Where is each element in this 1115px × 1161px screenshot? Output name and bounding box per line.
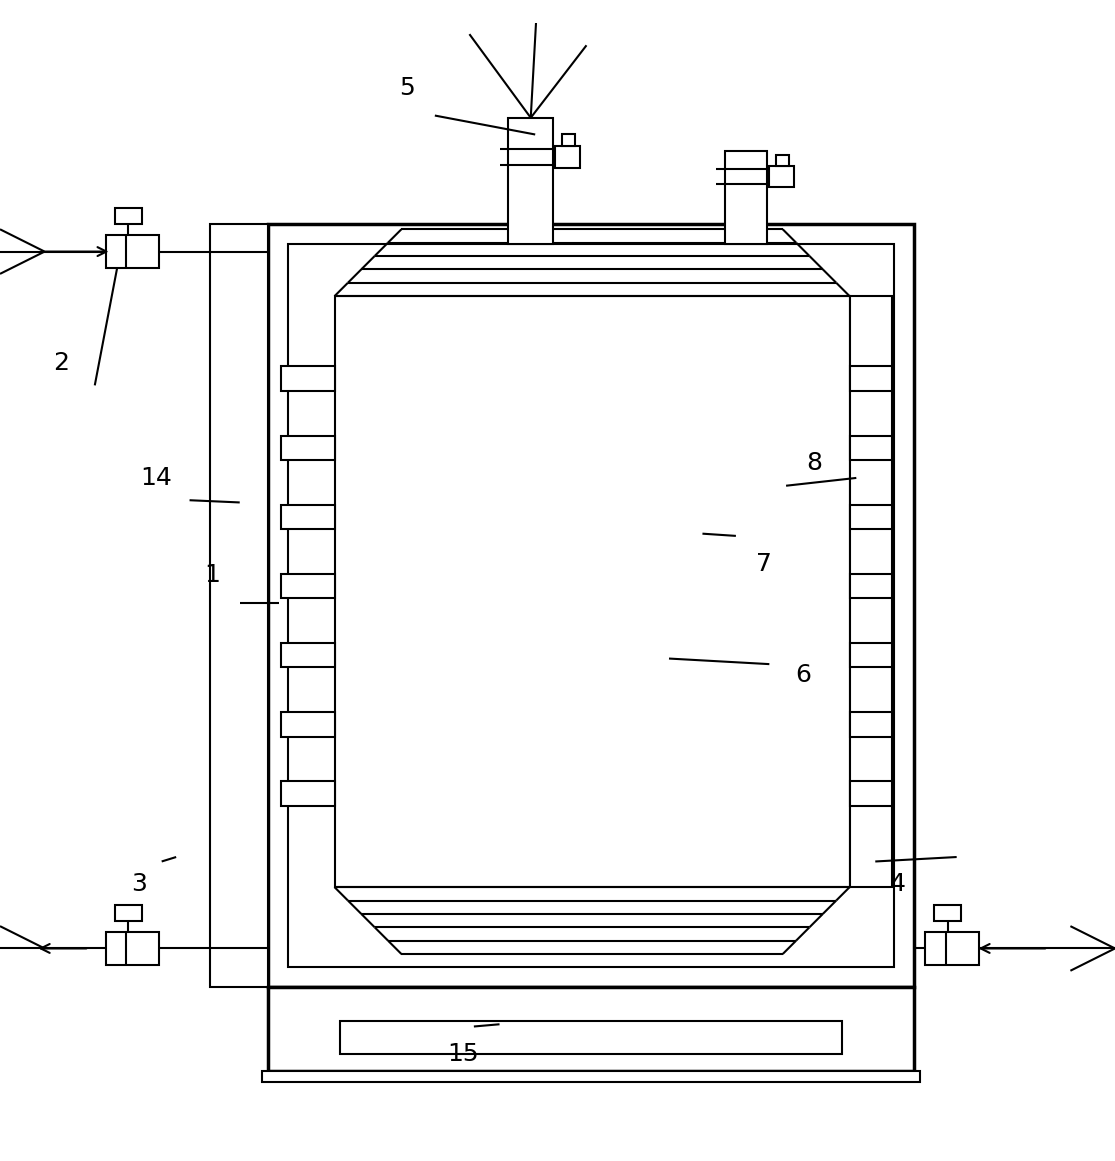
Text: 15: 15: [447, 1043, 478, 1066]
Bar: [281, 574, 334, 598]
Bar: [281, 435, 334, 460]
Text: 3: 3: [132, 872, 147, 896]
Bar: [210, 224, 268, 988]
Text: 7: 7: [756, 551, 772, 576]
Bar: [776, 154, 789, 166]
Bar: [281, 712, 334, 736]
Bar: [925, 932, 979, 965]
Bar: [850, 296, 892, 887]
Bar: [850, 712, 892, 736]
Text: 14: 14: [140, 466, 172, 490]
Bar: [288, 244, 894, 967]
Bar: [555, 145, 580, 168]
Text: 6: 6: [795, 663, 811, 687]
Bar: [281, 643, 334, 668]
Bar: [850, 574, 892, 598]
Bar: [934, 904, 961, 921]
Text: 4: 4: [890, 872, 905, 896]
Text: 1: 1: [204, 563, 220, 587]
Text: 8: 8: [806, 452, 822, 475]
Bar: [508, 117, 553, 244]
Bar: [334, 296, 850, 887]
Bar: [268, 988, 914, 1072]
Bar: [115, 208, 142, 224]
Text: 2: 2: [54, 351, 69, 375]
Bar: [725, 151, 767, 244]
Bar: [850, 505, 892, 529]
Bar: [850, 367, 892, 391]
Bar: [115, 904, 142, 921]
Text: 5: 5: [399, 75, 415, 100]
Bar: [106, 235, 159, 268]
Bar: [562, 135, 575, 145]
Bar: [106, 932, 159, 965]
Bar: [850, 781, 892, 806]
Bar: [281, 367, 334, 391]
Bar: [268, 224, 914, 988]
Bar: [850, 643, 892, 668]
Bar: [281, 781, 334, 806]
Bar: [262, 1072, 920, 1082]
Bar: [281, 505, 334, 529]
Bar: [340, 1021, 842, 1054]
Bar: [850, 435, 892, 460]
Bar: [769, 166, 794, 187]
